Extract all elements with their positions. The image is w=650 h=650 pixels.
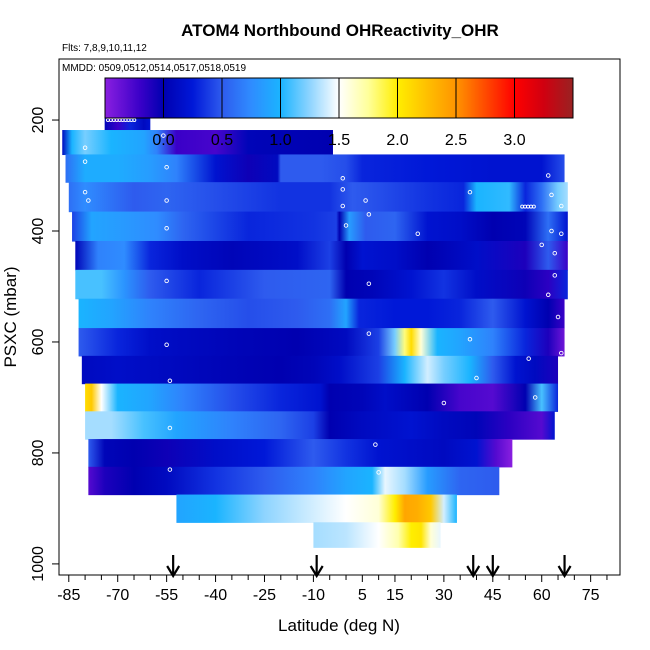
arrow-head: [309, 565, 324, 579]
data-marker: [559, 203, 564, 209]
data-band: [72, 211, 568, 242]
chart-title: ATOM4 Northbound OHReactivity_OHR: [181, 21, 499, 40]
x-tick-label: 30: [435, 587, 453, 604]
data-marker: [164, 342, 169, 347]
x-tick-label: 45: [484, 587, 502, 604]
flights-subtitle: Flts: 7,8,9,10,11,12: [62, 43, 147, 54]
data-band: [85, 411, 555, 440]
data-marker: [82, 189, 88, 195]
data-marker: [441, 400, 447, 406]
data-marker: [340, 187, 346, 192]
colorbar-tick-label: 3.0: [503, 132, 525, 149]
data-marker: [164, 198, 169, 203]
x-axis-label: Latitude (deg N): [278, 616, 400, 635]
data-marker: [82, 145, 88, 151]
data-marker: [532, 395, 538, 400]
data-marker: [167, 467, 173, 472]
data-marker: [366, 331, 372, 336]
y-tick-label: 200: [30, 107, 47, 134]
x-tick-label: -40: [204, 587, 227, 604]
data-band: [88, 466, 500, 496]
data-band: [62, 130, 333, 156]
data-marker: [164, 278, 169, 284]
data-marker: [86, 198, 91, 203]
data-marker: [526, 356, 531, 361]
data-marker: [167, 378, 173, 384]
colorbar: 0.0 0.5 1.0 1.5 2.0 2.5 3.0: [104, 77, 574, 149]
data-marker: [132, 118, 137, 122]
data-band: [85, 383, 559, 412]
x-tick-label: -70: [106, 587, 129, 604]
data-marker: [164, 164, 169, 170]
arrow-markers: [166, 555, 572, 579]
colorbar-tick-label: 1.0: [269, 132, 291, 149]
x-tick-label: 5: [358, 587, 367, 604]
data-marker: [415, 231, 421, 237]
data-bands: [62, 108, 568, 548]
colorbar-tick-label: 0.5: [211, 132, 233, 149]
x-tick-label: -55: [155, 587, 178, 604]
data-marker: [467, 189, 473, 195]
arrow-head: [166, 565, 181, 579]
data-marker: [559, 231, 564, 237]
x-tick-label: -25: [253, 587, 276, 604]
y-tick-label: 600: [30, 329, 47, 356]
data-marker: [474, 375, 479, 381]
data-marker: [552, 273, 558, 278]
data-marker: [164, 225, 169, 231]
data-marker: [549, 228, 554, 234]
y-tick-label: 1000: [30, 546, 47, 582]
data-marker: [555, 314, 561, 320]
data-marker: [82, 159, 88, 164]
data-marker: [549, 192, 554, 198]
data-band: [65, 154, 565, 183]
x-tick-label: 60: [533, 587, 551, 604]
data-band: [75, 240, 568, 271]
data-band: [313, 522, 441, 548]
data-marker: [340, 203, 346, 209]
colorbar-tick-label: 1.5: [328, 132, 350, 149]
data-marker: [167, 425, 173, 431]
data-marker: [545, 173, 551, 178]
y-tick-label: 800: [30, 439, 47, 466]
data-marker: [467, 336, 473, 342]
x-tick-label: -10: [302, 587, 325, 604]
y-axis: 200 400 600 800 1000: [30, 107, 59, 582]
x-axis: -85 -70 -55 -40 -25 -10 5 15 30 45 60 75: [57, 575, 608, 604]
colorbar-tick-label: 2.5: [445, 132, 467, 149]
data-band: [81, 355, 559, 385]
data-marker: [376, 470, 381, 475]
data-marker: [343, 223, 349, 228]
data-marker: [531, 204, 536, 209]
dates-subtitle: MMDD: 0509,0512,0514,0517,0518,0519: [62, 63, 246, 74]
data-band: [75, 269, 568, 300]
x-tick-label: -85: [57, 587, 80, 604]
y-tick-label: 400: [30, 218, 47, 245]
data-marker: [373, 442, 378, 447]
x-tick-label: 15: [386, 587, 404, 604]
x-tick-label: 75: [582, 587, 600, 604]
data-band: [78, 328, 565, 357]
data-marker: [552, 250, 558, 256]
point-markers: [82, 118, 564, 475]
data-marker: [559, 350, 564, 356]
data-band: [68, 182, 568, 213]
data-marker: [161, 133, 166, 138]
y-axis-label: PSXC (mbar): [1, 266, 20, 367]
data-marker: [340, 176, 346, 181]
arrow-head: [466, 565, 481, 579]
data-band: [88, 439, 513, 468]
data-marker: [366, 212, 372, 217]
colorbar-tick-label: 0.0: [152, 132, 174, 149]
data-band: [176, 494, 457, 523]
data-marker: [545, 292, 551, 298]
data-marker: [539, 242, 544, 248]
data-marker: [366, 281, 372, 286]
plot-frame: [58, 58, 621, 576]
arrow-head: [557, 565, 572, 579]
data-marker: [363, 198, 368, 203]
data-band: [78, 298, 565, 329]
colorbar-tick-label: 2.0: [386, 132, 408, 149]
